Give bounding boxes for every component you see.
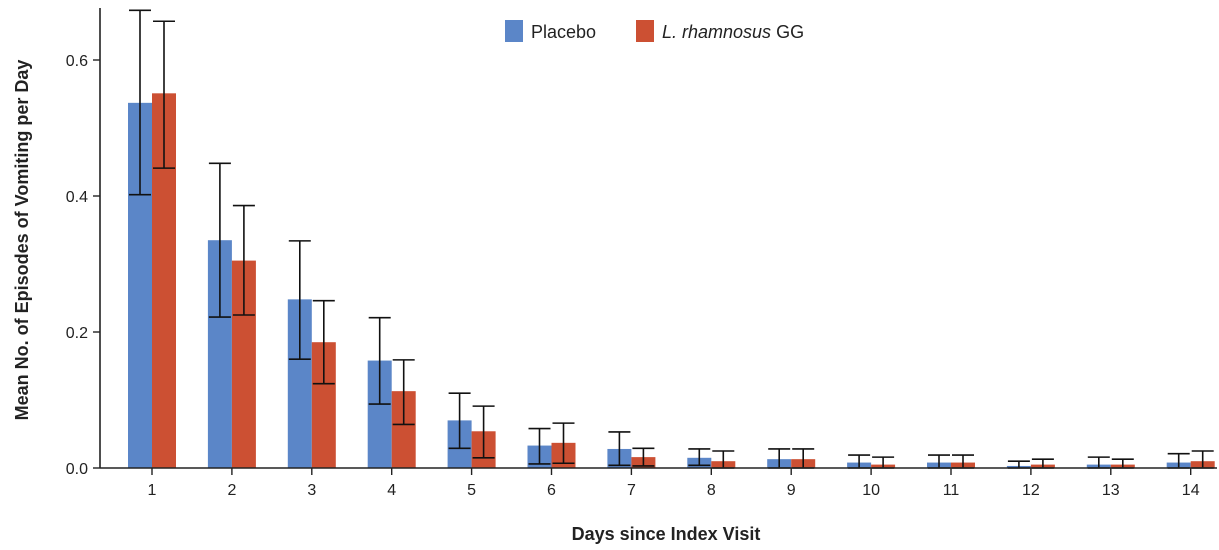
y-tick-label-0.6: 0.6: [66, 53, 88, 70]
x-tick-label-14: 14: [1182, 482, 1200, 499]
x-tick-label-4: 4: [387, 482, 396, 499]
errorbar-placebo-day-4: [368, 316, 391, 405]
x-tick-label-8: 8: [707, 482, 716, 499]
plot-area: [128, 9, 1215, 469]
x-tick-label-7: 7: [627, 482, 636, 499]
errorbar-placebo-day-6: [528, 427, 551, 465]
y-tick-label-0.4: 0.4: [66, 189, 88, 206]
y-tick-label-0.2: 0.2: [66, 325, 88, 342]
errorbar-lgg-day-5: [472, 405, 495, 459]
legend-swatch-lgg: [636, 20, 654, 42]
legend: Placebo L. rhamnosus GG: [505, 20, 804, 42]
x-tick-label-9: 9: [787, 482, 796, 499]
errorbar-placebo-day-8: [688, 448, 711, 467]
legend-label-lgg-italic: L. rhamnosus: [662, 22, 771, 42]
errorbar-lgg-day-7: [632, 447, 655, 467]
y-tick-label-0.0: 0.0: [66, 461, 88, 478]
errorbar-lgg-day-6: [552, 422, 575, 465]
errorbar-lgg-day-1: [153, 20, 175, 169]
x-tick-label-2: 2: [227, 482, 236, 499]
errorbar-placebo-day-7: [608, 431, 631, 467]
x-tick-label-11: 11: [943, 482, 960, 499]
x-tick-label-3: 3: [307, 482, 316, 499]
legend-label-lgg: L. rhamnosus GG: [662, 22, 804, 42]
errorbar-placebo-day-5: [448, 392, 471, 450]
x-tick-label-1: 1: [148, 482, 157, 499]
errorbar-placebo-day-3: [288, 240, 311, 361]
errorbar-lgg-day-4: [392, 359, 415, 426]
x-tick-label-5: 5: [467, 482, 476, 499]
x-tick-label-12: 12: [1022, 482, 1040, 499]
axes: 1 2 3 4 5 6 7 8 9 10 11 12 13 140.00.20.40.6: [66, 8, 1217, 499]
y-axis-title: Mean No. of Episodes of Vomiting per Day: [12, 60, 32, 421]
errorbar-lgg-day-3: [312, 299, 335, 385]
errorbar-placebo-day-1: [129, 9, 151, 196]
x-tick-label-13: 13: [1102, 482, 1120, 499]
legend-swatch-placebo: [505, 20, 523, 42]
errorbar-lgg-day-2: [232, 204, 255, 316]
legend-label-lgg-suffix: GG: [771, 22, 804, 42]
errorbar-placebo-day-2: [208, 162, 231, 318]
legend-label-placebo: Placebo: [531, 22, 596, 42]
x-axis-title: Days since Index Visit: [572, 524, 761, 544]
x-tick-label-6: 6: [547, 482, 556, 499]
x-tick-label-10: 10: [862, 482, 880, 499]
